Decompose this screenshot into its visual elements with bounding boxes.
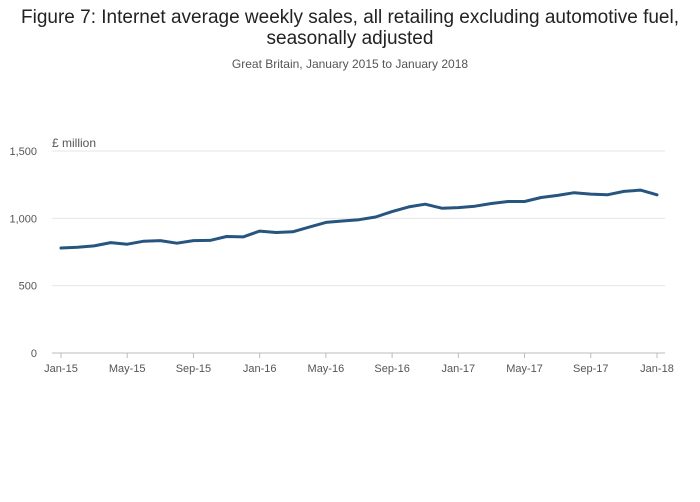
data-point xyxy=(457,206,460,209)
data-point xyxy=(507,200,509,203)
data-point xyxy=(308,226,311,228)
x-tick-label: May-17 xyxy=(506,363,543,375)
data-point xyxy=(556,194,559,197)
chart-title: Figure 7: Internet average weekly sales,… xyxy=(21,7,679,49)
data-point xyxy=(76,246,79,249)
y-tick-label: 500 xyxy=(19,281,37,293)
data-point xyxy=(606,193,609,196)
x-tick-label: May-16 xyxy=(308,363,345,375)
data-point xyxy=(358,218,360,221)
data-point xyxy=(440,207,443,210)
data-point xyxy=(126,243,129,245)
data-point xyxy=(225,235,228,238)
data-point xyxy=(192,239,195,242)
data-point xyxy=(242,236,244,238)
data-point xyxy=(474,205,476,208)
x-tick-label: Sep-16 xyxy=(374,363,409,375)
x-tick-label: Jan-18 xyxy=(640,363,674,375)
data-point xyxy=(374,216,377,218)
chart-subtitle: Great Britain, January 2015 to January 2… xyxy=(231,57,469,71)
data-point xyxy=(258,230,261,232)
data-point xyxy=(639,189,642,191)
series xyxy=(59,188,659,250)
data-point xyxy=(589,193,592,195)
data-point xyxy=(142,240,145,243)
data-point xyxy=(291,231,294,233)
y-axis-label: £ million xyxy=(52,136,96,150)
x-tick-label: Sep-15 xyxy=(176,363,211,375)
data-point xyxy=(540,196,542,199)
data-point xyxy=(60,247,62,249)
y-tick-label: 0 xyxy=(31,348,37,360)
data-point xyxy=(176,242,178,245)
data-point xyxy=(523,200,526,203)
x-tick-label: Jan-15 xyxy=(44,363,78,375)
data-point xyxy=(573,191,576,194)
data-point xyxy=(407,206,410,208)
data-point xyxy=(109,241,112,244)
data-point xyxy=(391,210,393,213)
data-point xyxy=(424,203,427,205)
data-point xyxy=(490,202,493,205)
y-axis: 0 500 1,000 1,500 xyxy=(9,146,37,360)
data-point xyxy=(275,231,278,234)
grid-lines xyxy=(52,150,665,354)
data-point xyxy=(93,245,95,247)
data-point xyxy=(209,239,211,242)
y-tick-label: 1,000 xyxy=(9,213,37,225)
data-point xyxy=(623,190,625,193)
x-tick-label: Jan-16 xyxy=(243,363,277,375)
data-point xyxy=(341,220,344,222)
x-tick-label: Jan-17 xyxy=(442,363,476,375)
data-point xyxy=(656,193,658,196)
y-tick-label: 1,500 xyxy=(9,146,37,158)
data-point xyxy=(325,221,327,224)
x-tick-label: Sep-17 xyxy=(573,363,608,375)
x-tick-label: May-15 xyxy=(109,363,146,375)
data-point xyxy=(159,239,162,242)
x-axis: Jan-15 May-15 Sep-15 Jan-16 May-16 Sep-16 Jan-… xyxy=(44,353,674,375)
